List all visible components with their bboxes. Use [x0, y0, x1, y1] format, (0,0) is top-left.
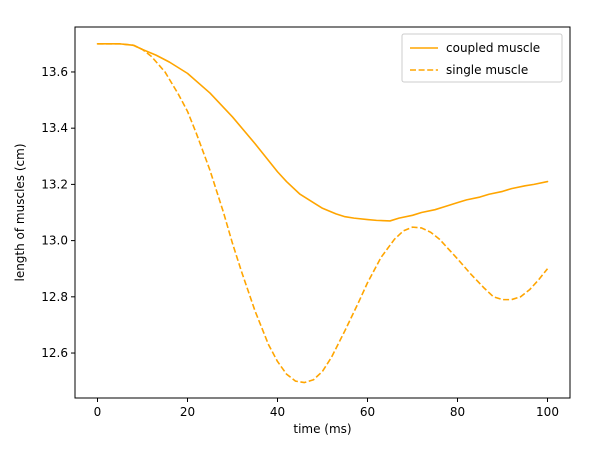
- series-line-single-muscle: [97, 43, 549, 384]
- y-axis-label: length of muscles (cm): [13, 143, 27, 281]
- y-tick-label: 12.8: [41, 290, 68, 304]
- x-tick-label: 60: [360, 405, 375, 419]
- x-tick-label: 20: [180, 405, 195, 419]
- y-tick-label: 13.2: [41, 177, 68, 191]
- x-tick-label: 80: [450, 405, 465, 419]
- legend-box: [401, 33, 563, 83]
- x-axis-label: time (ms): [293, 422, 351, 436]
- series-line-coupled-muscle: [96, 43, 549, 222]
- axes-frame: [74, 26, 571, 399]
- x-tick-label: 100: [536, 405, 559, 419]
- y-axis: 12.6 12.8 13.0 13.2 13.4 13.6: [41, 65, 75, 360]
- legend-label-coupled-muscle: coupled muscle: [446, 41, 540, 55]
- y-tick-label: 12.6: [41, 346, 68, 360]
- x-axis: 0 20 40 60 80 100: [94, 398, 559, 419]
- x-tick-label: 40: [270, 405, 285, 419]
- y-tick-label: 13.4: [41, 121, 68, 135]
- x-tick-label: 0: [94, 405, 102, 419]
- legend-label-single-muscle: single muscle: [446, 63, 528, 77]
- series-layer: [96, 43, 549, 384]
- y-tick-label: 13.6: [41, 65, 68, 79]
- legend: coupled muscle single muscle: [401, 33, 563, 83]
- y-tick-label: 13.0: [41, 234, 68, 248]
